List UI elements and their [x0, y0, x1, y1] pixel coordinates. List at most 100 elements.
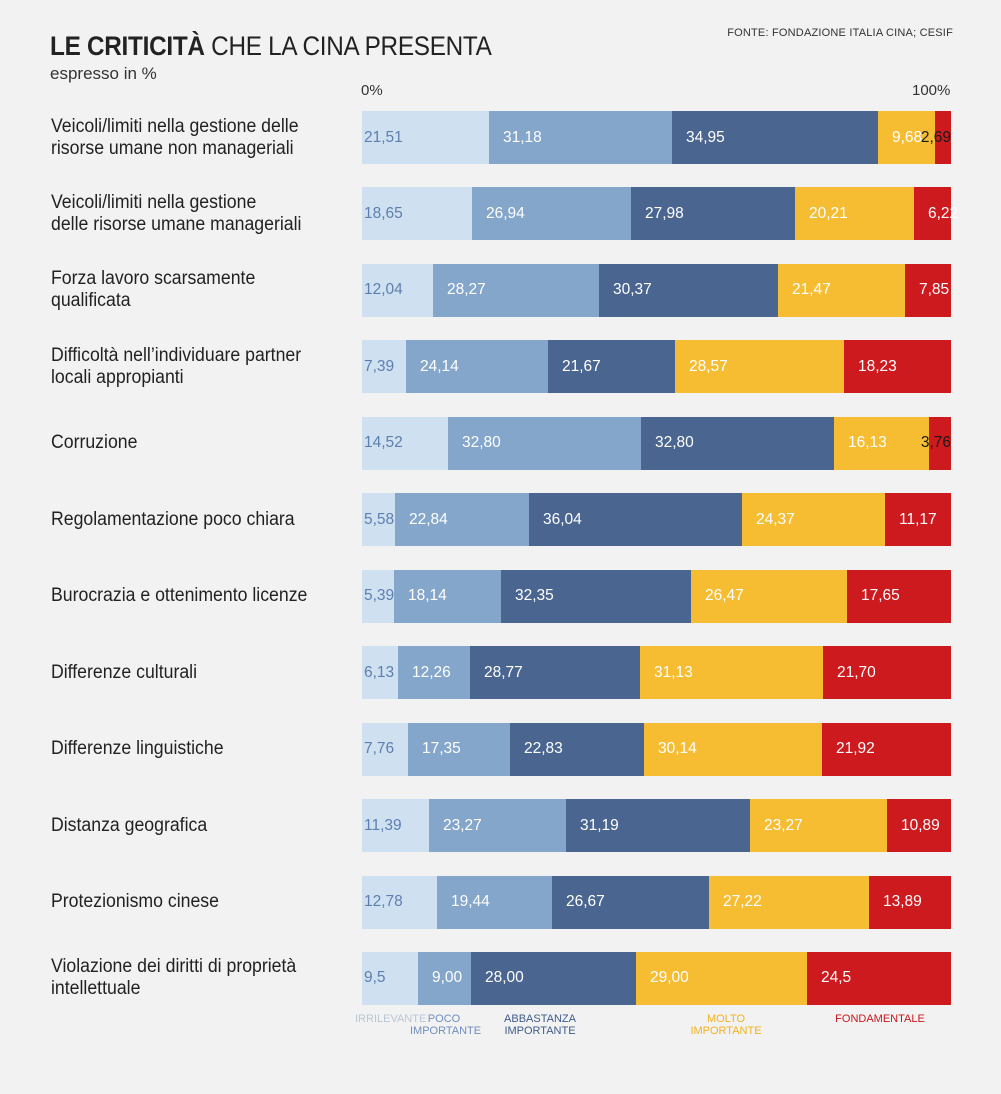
data-label: 21,47	[792, 281, 831, 299]
bar-segment-fondamentale: 24,5	[807, 951, 951, 1005]
data-label: 12,78	[364, 893, 403, 910]
row-label: Difficoltà nell’individuare partner loca…	[51, 344, 302, 388]
data-label: 12,04	[364, 281, 403, 299]
bar-segment-poco-importante: 28,27	[433, 263, 599, 317]
data-label: 7,39	[364, 357, 395, 375]
bar-segment-irrilevante: 5,58	[362, 493, 395, 547]
data-label: 31,19	[580, 816, 619, 834]
data-label: 28,27	[447, 281, 486, 299]
row-label: Forza lavoro scarsamente qualificata	[51, 268, 256, 312]
bar-segment-poco-importante: 26,94	[472, 187, 631, 241]
data-label: 18,14	[408, 587, 447, 605]
bar-segment-abbastanza-importante: 28,77	[470, 646, 640, 700]
chart-title-rest: CHE LA CINA PRESENTA	[211, 31, 492, 61]
data-label: 24,37	[756, 510, 795, 528]
bar-segment-irrilevante: 21,51	[362, 111, 489, 164]
bar-segment-fondamentale: 7,85	[905, 263, 951, 317]
row-label: Veicoli/limiti nella gestione delle riso…	[51, 115, 299, 159]
axis-end-label: 100%	[912, 82, 951, 99]
bar-segment-poco-importante: 31,18	[489, 111, 672, 164]
row-label: Distanza geografica	[51, 814, 208, 836]
data-label: 3,76	[920, 434, 951, 452]
data-label: 21,92	[836, 740, 875, 758]
bar-segment-irrilevante: 5,39	[362, 569, 394, 623]
bar-segment-molto-importante: 9,68	[878, 111, 935, 164]
bar-segment-abbastanza-importante: 22,83	[510, 722, 644, 776]
bar-segment-poco-importante: 23,27	[429, 799, 566, 853]
data-label: 30,37	[613, 281, 652, 299]
bar-segment-molto-importante: 29,00	[636, 951, 807, 1005]
data-label: 17,35	[422, 740, 461, 758]
bar-segment-irrilevante: 12,78	[362, 875, 437, 929]
bar-segment-fondamentale: 21,70	[823, 646, 951, 700]
data-label: 16,13	[848, 434, 887, 452]
data-label: 6,22	[928, 204, 959, 222]
bar-segment-poco-importante: 17,35	[408, 722, 510, 776]
data-label: 18,23	[858, 357, 897, 375]
row-label: Violazione dei diritti di proprietà inte…	[51, 956, 297, 1000]
data-label: 12,26	[412, 663, 451, 681]
bar-segment-poco-importante: 24,14	[406, 340, 548, 394]
data-label: 24,14	[420, 357, 459, 375]
row-label: Regolamentazione poco chiara	[51, 508, 295, 530]
bar-segment-molto-importante: 24,37	[742, 493, 885, 547]
bar-segment-fondamentale: 18,23	[844, 340, 951, 394]
bar-segment-fondamentale: 3,76	[921, 416, 951, 470]
bar-segment-irrilevante: 12,04	[362, 263, 433, 317]
data-label: 9,68	[892, 128, 923, 146]
bar-segment-molto-importante: 23,27	[750, 799, 887, 853]
bar-segment-abbastanza-importante: 28,00	[471, 951, 636, 1005]
data-label: 31,13	[654, 663, 693, 681]
bar-segment-molto-importante: 20,21	[795, 187, 914, 241]
data-label: 11,39	[364, 816, 402, 834]
bar-segment-poco-importante: 9,00	[418, 951, 471, 1005]
data-label: 6,13	[364, 663, 395, 681]
legend-item-molto-importante: MOLTO IMPORTANTE	[690, 1013, 762, 1037]
bar-segment-fondamentale: 11,17	[885, 493, 951, 547]
bar-segment-abbastanza-importante: 27,98	[631, 187, 795, 241]
bar-segment-abbastanza-importante: 34,95	[672, 111, 878, 164]
bar-segment-abbastanza-importante: 32,35	[501, 569, 691, 623]
bar-segment-molto-importante: 21,47	[778, 263, 905, 317]
bar-segment-molto-importante: 26,47	[691, 569, 847, 623]
bar-segment-poco-importante: 12,26	[398, 646, 470, 700]
bar-segment-abbastanza-importante: 21,67	[548, 340, 675, 394]
data-label: 17,65	[861, 587, 900, 605]
row-label: Differenze culturali	[51, 661, 198, 683]
data-label: 13,89	[883, 893, 922, 910]
data-label: 5,58	[364, 510, 395, 528]
bar-segment-irrilevante: 18,65	[362, 187, 472, 241]
bar-segment-fondamentale: 21,92	[822, 722, 951, 776]
chart-title-bold: LE CRITICITÀ	[50, 31, 205, 61]
row-label: Protezionismo cinese	[51, 891, 219, 912]
data-label: 22,83	[524, 740, 563, 758]
bar-segment-poco-importante: 19,44	[437, 875, 552, 929]
bar-segment-abbastanza-importante: 32,80	[641, 416, 834, 470]
bar-segment-fondamentale: 17,65	[847, 569, 951, 623]
data-label: 32,80	[655, 434, 694, 452]
row-label: Corruzione	[51, 432, 138, 454]
bar-segment-molto-importante: 27,22	[709, 875, 869, 929]
bar-segment-irrilevante: 14,52	[362, 416, 448, 470]
chart-title: LE CRITICITÀ CHE LA CINA PRESENTA	[50, 30, 492, 62]
legend-item-abbastanza-importante: ABBASTANZA IMPORTANTE	[504, 1013, 576, 1037]
data-label: 21,51	[364, 128, 403, 146]
data-label: 18,65	[364, 204, 403, 222]
bar-segment-fondamentale: 6,22	[914, 187, 958, 241]
bar-segment-abbastanza-importante: 36,04	[529, 493, 742, 547]
legend-item-fondamentale: FONDAMENTALE	[835, 1013, 925, 1025]
bar-segment-molto-importante: 30,14	[644, 722, 822, 776]
row-label: Veicoli/limiti nella gestione delle riso…	[51, 191, 302, 235]
bar-segment-abbastanza-importante: 26,67	[552, 875, 709, 929]
data-label: 26,47	[705, 587, 744, 605]
bar-segment-irrilevante: 7,76	[362, 722, 408, 776]
bar-segment-abbastanza-importante: 30,37	[599, 263, 778, 317]
data-label: 34,95	[686, 128, 725, 146]
row-label: Differenze linguistiche	[51, 738, 224, 760]
bar-segment-abbastanza-importante: 31,19	[566, 799, 750, 853]
bar-segment-poco-importante: 32,80	[448, 416, 641, 470]
data-label: 29,00	[650, 969, 689, 987]
data-label: 26,94	[486, 204, 525, 222]
bar-segment-irrilevante: 7,39	[362, 340, 406, 394]
data-label: 23,27	[764, 816, 803, 834]
